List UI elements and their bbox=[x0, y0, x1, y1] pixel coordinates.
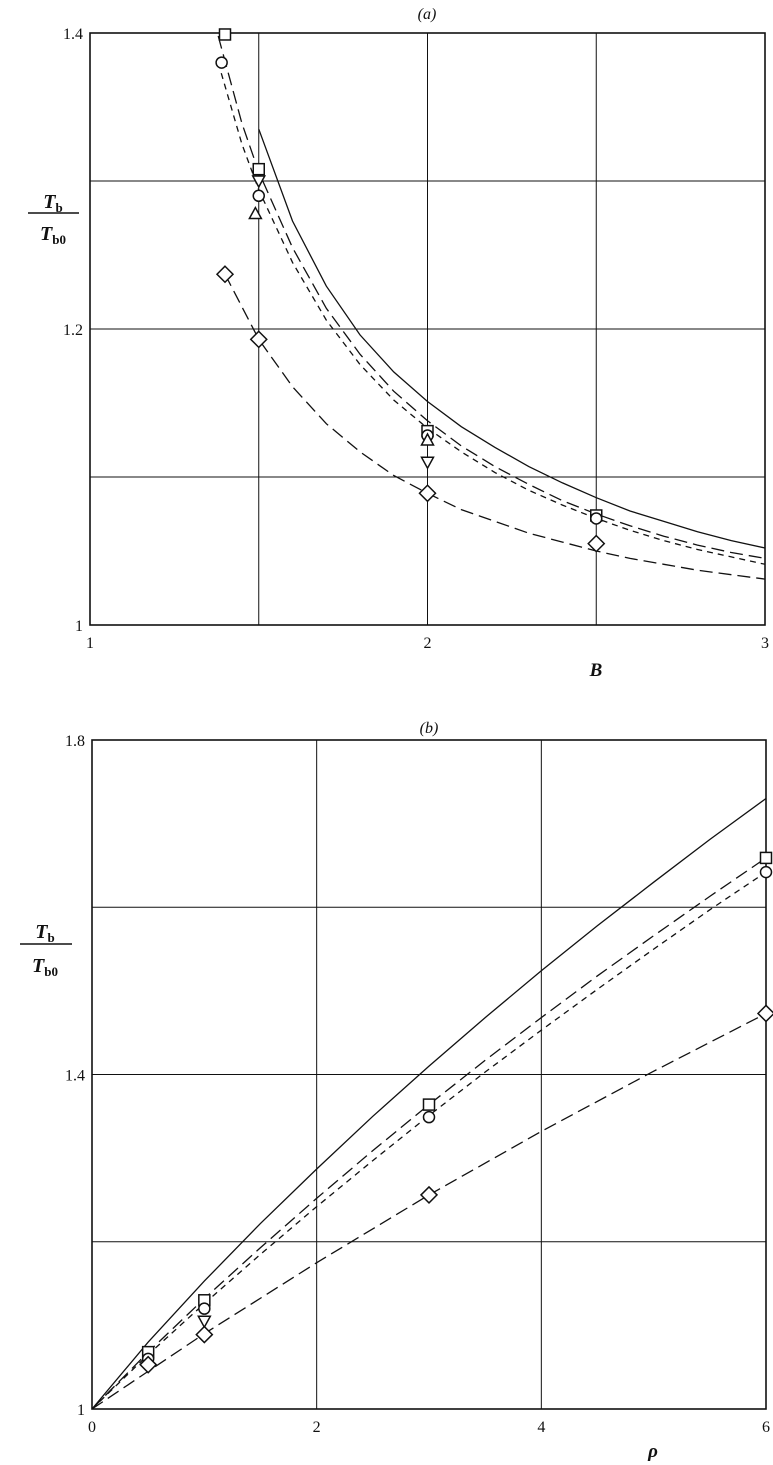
x-tick-label: 3 bbox=[761, 635, 769, 652]
plot-frame-b bbox=[91, 739, 767, 1410]
marker-diamond bbox=[587, 534, 606, 553]
y-label-denominator-a: Tb0 bbox=[40, 223, 66, 247]
marker-square bbox=[759, 851, 773, 865]
panel-label-b: (b) bbox=[420, 720, 439, 737]
y-label-sub-bottom-b: b0 bbox=[44, 964, 58, 979]
y-label-main-b2: T bbox=[32, 955, 45, 977]
y-label-main-b: T bbox=[35, 921, 48, 943]
y-tick-label: 1.8 bbox=[65, 733, 85, 750]
marker-square bbox=[218, 28, 232, 41]
marker-diamond bbox=[418, 484, 437, 503]
x-axis-label-b: ρ bbox=[647, 1441, 658, 1462]
grid-a bbox=[90, 33, 765, 625]
series-curve-long-dash bbox=[217, 35, 766, 560]
x-tick-label: 4 bbox=[537, 1419, 545, 1436]
x-ticks-b: 0 2 4 6 bbox=[88, 1419, 770, 1436]
marker-circle bbox=[422, 1110, 436, 1124]
marker-circle bbox=[252, 189, 265, 203]
x-tick-label: 2 bbox=[313, 1419, 321, 1436]
marker-triangle-down bbox=[251, 175, 267, 189]
series-curve-long-dash bbox=[224, 273, 766, 580]
marker-circle bbox=[759, 865, 773, 879]
x-tick-label: 2 bbox=[424, 635, 432, 652]
series-curve-short-dash bbox=[91, 871, 767, 1410]
marker-diamond bbox=[139, 1355, 158, 1374]
marker-triangle-up bbox=[248, 205, 263, 220]
y-axis-label-a: Tb Tb0 bbox=[28, 191, 79, 247]
y-tick-label: 1.2 bbox=[63, 322, 83, 339]
y-tick-label: 1 bbox=[77, 1402, 85, 1419]
y-label-numerator-b: Tb bbox=[35, 921, 54, 945]
y-label-sub-top-b: b bbox=[47, 930, 54, 945]
curves-a bbox=[217, 35, 766, 580]
marker-circle bbox=[215, 56, 228, 69]
y-label-sub-top-a: b bbox=[55, 200, 62, 215]
y-label-numerator-a: Tb bbox=[43, 191, 62, 215]
marker-square bbox=[252, 162, 265, 176]
marker-triangle-up bbox=[420, 432, 435, 446]
y-tick-label: 1.4 bbox=[65, 1068, 85, 1085]
panel-label-a: (a) bbox=[418, 6, 437, 23]
y-tick-label: 1.4 bbox=[63, 26, 83, 43]
markers-a bbox=[215, 28, 606, 553]
marker-diamond bbox=[195, 1325, 214, 1344]
grid-b bbox=[92, 740, 766, 1409]
series-curve-solid bbox=[258, 128, 766, 549]
marker-triangle-down bbox=[420, 456, 435, 470]
panel-b: (b) 1 1.4 1.8 0 2 4 6 ρ Tb Tb0 bbox=[20, 720, 773, 1462]
marker-diamond bbox=[756, 1004, 773, 1023]
x-axis-label-a: B bbox=[589, 660, 603, 681]
series-curve-short-dash bbox=[217, 62, 766, 565]
marker-circle bbox=[590, 512, 603, 525]
marker-diamond bbox=[249, 330, 268, 349]
series-curve-solid bbox=[91, 797, 767, 1410]
marker-square bbox=[422, 1098, 436, 1111]
y-ticks-b: 1 1.4 1.8 bbox=[65, 733, 85, 1419]
x-tick-label: 6 bbox=[762, 1419, 770, 1436]
series-curve-long-dash bbox=[91, 1012, 767, 1410]
marker-diamond bbox=[215, 265, 235, 284]
y-axis-label-b: Tb Tb0 bbox=[20, 921, 72, 979]
plot-frame-a bbox=[89, 32, 766, 626]
marker-triangle-down bbox=[197, 1315, 212, 1329]
y-ticks-a: 1 1.2 1.4 bbox=[63, 26, 83, 635]
y-label-main-a2: T bbox=[40, 223, 53, 245]
x-ticks-a: 1 2 3 bbox=[86, 635, 769, 652]
x-tick-label: 1 bbox=[86, 635, 94, 652]
markers-b bbox=[139, 851, 773, 1374]
marker-diamond bbox=[419, 1185, 439, 1204]
y-label-main-a: T bbox=[43, 191, 56, 213]
y-label-denominator-b: Tb0 bbox=[32, 955, 58, 979]
y-tick-label: 1 bbox=[75, 618, 83, 635]
x-tick-label: 0 bbox=[88, 1419, 96, 1436]
y-label-sub-bottom-a: b0 bbox=[52, 232, 66, 247]
panel-a: (a) 1 1.2 1.4 1 2 3 B Tb Tb0 bbox=[28, 6, 769, 681]
marker-circle bbox=[198, 1302, 211, 1315]
